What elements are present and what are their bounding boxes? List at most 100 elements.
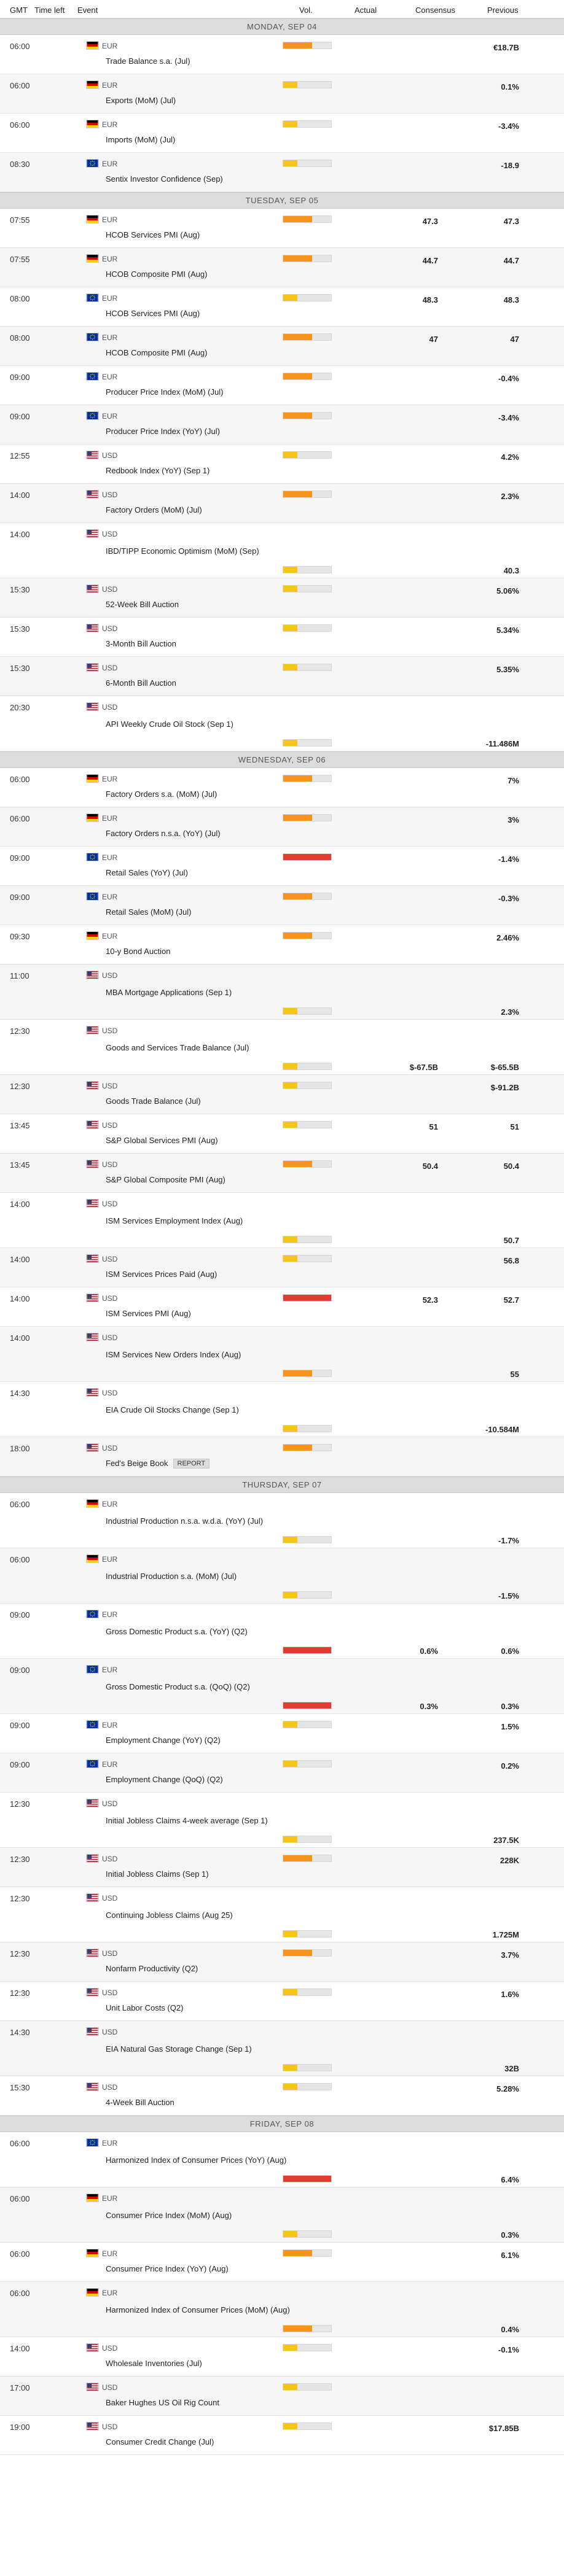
event-name[interactable]: Factory Orders (MoM) (Jul) [106,505,202,514]
event-row[interactable]: 08:00 EUR HCOB Services PMI (Aug) 48.3 48.3 [0,287,564,327]
event-row[interactable]: 15:30 USD 52-Week Bill Auction 5.06% [0,578,564,618]
event-row[interactable]: 06:00 EUR Industrial Production n.s.a. w.d… [0,1493,564,1548]
event-name[interactable]: Factory Orders n.s.a. (YoY) (Jul) [106,829,221,838]
event-row[interactable]: 11:00 USD MBA Mortgage Applications (Sep 1… [0,964,564,1020]
event-name[interactable]: HCOB Composite PMI (Aug) [106,270,208,279]
event-row[interactable]: 09:00 EUR Gross Domestic Product s.a. (YoY… [0,1604,564,1659]
event-row[interactable]: 14:00 USD ISM Services Prices Paid (Aug) 56… [0,1248,564,1287]
event-name[interactable]: Producer Price Index (MoM) (Jul) [106,387,224,397]
event-name[interactable]: 6-Month Bill Auction [106,678,176,688]
event-name[interactable]: Nonfarm Productivity (Q2) [106,1964,198,1973]
event-name[interactable]: Unit Labor Costs (Q2) [106,2003,184,2012]
event-name[interactable]: HCOB Services PMI (Aug) [106,230,200,239]
event-row[interactable]: 12:30 USD Continuing Jobless Claims (Aug 2… [0,1887,564,1942]
event-row[interactable]: 15:30 USD 3-Month Bill Auction 5.34% [0,618,564,657]
event-row[interactable]: 06:00 EUR Exports (MoM) (Jul) 0.1% [0,74,564,114]
event-name[interactable]: Exports (MoM) (Jul) [106,96,176,105]
event-name[interactable]: Retail Sales (MoM) (Jul) [106,907,192,917]
event-row[interactable]: 15:30 USD 6-Month Bill Auction 5.35% [0,657,564,696]
event-name[interactable]: Redbook Index (YoY) (Sep 1) [106,466,210,475]
event-name[interactable]: ISM Services Prices Paid (Aug) [106,1270,217,1279]
event-row[interactable]: 14:00 USD Factory Orders (MoM) (Jul) 2.3% [0,484,564,523]
event-row[interactable]: 06:00 EUR Imports (MoM) (Jul) -3.4% [0,114,564,153]
event-row[interactable]: 14:30 USD EIA Crude Oil Stocks Change (Sep… [0,1382,564,1437]
event-row[interactable]: 07:55 EUR HCOB Services PMI (Aug) 47.3 47.3 [0,209,564,248]
event-row[interactable]: 13:45 USD S&P Global Services PMI (Aug) 51 5… [0,1114,564,1154]
vol-header[interactable]: Vol. [299,6,313,15]
event-name[interactable]: Initial Jobless Claims (Sep 1) [106,1869,209,1879]
event-row[interactable]: 14:00 USD ISM Services Employment Index (A… [0,1193,564,1248]
event-row[interactable]: 06:00 EUR Consumer Price Index (MoM) (Aug)… [0,2187,564,2243]
event-row[interactable]: 09:30 EUR 10-y Bond Auction 2.46% [0,925,564,964]
event-name[interactable]: Wholesale Inventories (Jul) [106,2359,202,2368]
event-name[interactable]: EIA Crude Oil Stocks Change (Sep 1) [106,1405,239,1414]
time-left-header[interactable]: Time left [34,6,65,15]
event-name[interactable]: Factory Orders s.a. (MoM) (Jul) [106,789,217,799]
event-name[interactable]: Producer Price Index (YoY) (Jul) [106,427,220,436]
event-row[interactable]: 09:00 EUR Retail Sales (YoY) (Jul) -1.4% [0,847,564,886]
event-row[interactable]: 12:55 USD Redbook Index (YoY) (Sep 1) 4.2% [0,444,564,484]
event-name[interactable]: S&P Global Services PMI (Aug) [106,1136,218,1145]
event-name[interactable]: Imports (MoM) (Jul) [106,135,176,144]
event-name[interactable]: MBA Mortgage Applications (Sep 1) [106,988,232,997]
event-name[interactable]: Sentix Investor Confidence (Sep) [106,174,223,184]
event-row[interactable]: 20:30 USD API Weekly Crude Oil Stock (Sep … [0,696,564,751]
event-row[interactable]: 09:00 EUR Gross Domestic Product s.a. (QoQ… [0,1659,564,1714]
event-name[interactable]: Employment Change (QoQ) (Q2) [106,1775,223,1784]
event-name[interactable]: ISM Services New Orders Index (Aug) [106,1350,241,1359]
event-row[interactable]: 07:55 EUR HCOB Composite PMI (Aug) 44.7 44.7 [0,248,564,287]
event-row[interactable]: 14:00 USD ISM Services New Orders Index (A… [0,1327,564,1382]
event-row[interactable]: 12:30 USD Unit Labor Costs (Q2) 1.6% [0,1982,564,2021]
event-name[interactable]: Gross Domestic Product s.a. (YoY) (Q2) [106,1627,248,1636]
event-row[interactable]: 08:30 EUR Sentix Investor Confidence (Sep)… [0,153,564,192]
event-name[interactable]: HCOB Composite PMI (Aug) [106,348,208,357]
event-name[interactable]: Harmonized Index of Consumer Prices (YoY… [106,2155,287,2165]
event-name[interactable]: HCOB Services PMI (Aug) [106,309,200,318]
event-name[interactable]: Industrial Production s.a. (MoM) (Jul) [106,1572,237,1581]
event-name[interactable]: Goods Trade Balance (Jul) [106,1096,201,1106]
event-row[interactable]: 06:00 EUR Consumer Price Index (YoY) (Aug)… [0,2243,564,2282]
event-row[interactable]: 12:30 USD Goods and Services Trade Balance… [0,1020,564,1075]
event-row[interactable]: 09:00 EUR Producer Price Index (MoM) (Jul)… [0,366,564,405]
event-name[interactable]: Trade Balance s.a. (Jul) [106,56,190,66]
event-name[interactable]: Goods and Services Trade Balance (Jul) [106,1043,249,1052]
event-row[interactable]: 09:00 EUR Employment Change (QoQ) (Q2) 0.2% [0,1753,564,1793]
event-row[interactable]: 15:30 USD 4-Week Bill Auction 5.28% [0,2076,564,2116]
event-name[interactable]: Harmonized Index of Consumer Prices (MoM… [106,2305,290,2314]
event-row[interactable]: 18:00 USD Fed's Beige Book REPORT [0,1437,564,1476]
event-row[interactable]: 09:00 EUR Retail Sales (MoM) (Jul) -0.3% [0,886,564,925]
event-name[interactable]: Baker Hughes US Oil Rig Count [106,2398,219,2407]
event-name[interactable]: ISM Services Employment Index (Aug) [106,1216,243,1225]
event-name[interactable]: Consumer Price Index (MoM) (Aug) [106,2211,232,2220]
event-name[interactable]: 4-Week Bill Auction [106,2098,174,2107]
event-row[interactable]: 06:00 EUR Harmonized Index of Consumer Pri… [0,2132,564,2187]
event-name[interactable]: 10-y Bond Auction [106,947,171,956]
event-name[interactable]: Initial Jobless Claims 4-week average (S… [106,1816,268,1825]
event-row[interactable]: 14:30 USD EIA Natural Gas Storage Change (… [0,2021,564,2076]
event-row[interactable]: 06:00 EUR Harmonized Index of Consumer Pri… [0,2282,564,2337]
event-name[interactable]: Employment Change (YoY) (Q2) [106,1736,221,1745]
event-name[interactable]: Fed's Beige Book [106,1459,168,1468]
event-name[interactable]: 3-Month Bill Auction [106,639,176,648]
event-row[interactable]: 08:00 EUR HCOB Composite PMI (Aug) 47 47 [0,327,564,366]
event-name[interactable]: Consumer Credit Change (Jul) [106,2437,214,2446]
event-name[interactable]: EIA Natural Gas Storage Change (Sep 1) [106,2044,252,2054]
event-name[interactable]: 52-Week Bill Auction [106,600,179,609]
event-row[interactable]: 09:00 EUR Producer Price Index (YoY) (Jul)… [0,405,564,444]
event-name[interactable]: Retail Sales (YoY) (Jul) [106,868,188,877]
event-row[interactable]: 19:00 USD Consumer Credit Change (Jul) $17.… [0,2416,564,2455]
event-name[interactable]: Consumer Price Index (YoY) (Aug) [106,2264,229,2273]
event-row[interactable]: 06:00 EUR Factory Orders n.s.a. (YoY) (Jul… [0,807,564,847]
event-name[interactable]: API Weekly Crude Oil Stock (Sep 1) [106,720,233,729]
event-name[interactable]: ISM Services PMI (Aug) [106,1309,191,1318]
event-name[interactable]: S&P Global Composite PMI (Aug) [106,1175,225,1184]
event-row[interactable]: 14:00 USD Wholesale Inventories (Jul) -0.1% [0,2337,564,2376]
event-name[interactable]: Industrial Production n.s.a. w.d.a. (YoY… [106,1516,264,1526]
event-row[interactable]: 06:00 EUR Trade Balance s.a. (Jul) €18.7B [0,35,564,74]
event-row[interactable]: 17:00 USD Baker Hughes US Oil Rig Count [0,2376,564,2416]
report-badge[interactable]: REPORT [173,1459,210,1468]
event-header[interactable]: Event [77,6,98,15]
event-row[interactable]: 06:00 EUR Industrial Production s.a. (MoM)… [0,1548,564,1604]
event-name[interactable]: Gross Domestic Product s.a. (QoQ) (Q2) [106,1682,250,1691]
event-row[interactable]: 12:30 USD Initial Jobless Claims (Sep 1) 22… [0,1848,564,1887]
